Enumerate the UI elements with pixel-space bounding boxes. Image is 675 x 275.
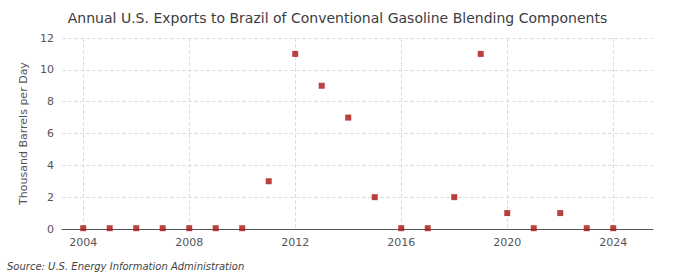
svg-text:Thousand Barrels per Day: Thousand Barrels per Day: [17, 62, 30, 206]
svg-text:Source: U.S. Energy Informatio: Source: U.S. Energy Information Administ…: [7, 261, 244, 272]
svg-text:2016: 2016: [387, 236, 415, 249]
svg-text:2008: 2008: [175, 236, 203, 249]
svg-text:8: 8: [47, 95, 54, 108]
svg-text:2020: 2020: [493, 236, 521, 249]
svg-text:2024: 2024: [599, 236, 627, 249]
svg-text:0: 0: [47, 223, 54, 236]
svg-text:6: 6: [47, 127, 54, 140]
svg-text:2004: 2004: [69, 236, 97, 249]
svg-text:12: 12: [40, 32, 54, 45]
svg-text:Annual U.S. Exports to Brazil: Annual U.S. Exports to Brazil of Convent…: [68, 10, 607, 26]
svg-text:4: 4: [47, 159, 54, 172]
svg-text:2012: 2012: [281, 236, 309, 249]
svg-text:2: 2: [47, 191, 54, 204]
svg-text:10: 10: [40, 63, 54, 76]
